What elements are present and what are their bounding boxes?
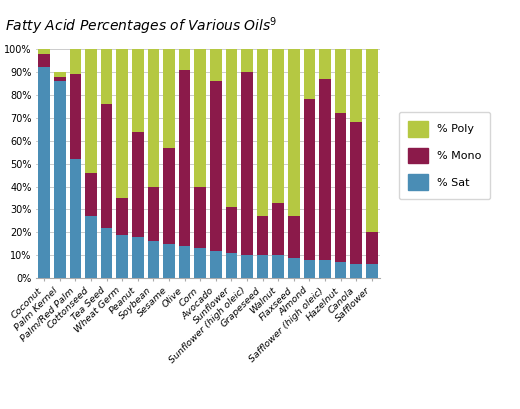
Text: Fatty Acid Percentages of Various Oils$^{9}$: Fatty Acid Percentages of Various Oils$^… (5, 15, 278, 37)
Bar (148, 187, 159, 241)
Bar (319, 260, 331, 278)
Bar (54, 72, 66, 76)
Bar (132, 237, 144, 278)
Bar (288, 216, 300, 258)
Bar (210, 81, 222, 251)
Bar (194, 187, 206, 248)
Bar (54, 81, 66, 278)
Bar (226, 49, 237, 207)
Bar (132, 49, 144, 132)
Bar (148, 241, 159, 278)
Bar (304, 99, 315, 260)
Bar (241, 49, 253, 72)
Bar (319, 79, 331, 260)
Bar (257, 255, 268, 278)
Bar (257, 49, 268, 216)
Bar (210, 49, 222, 81)
Bar (148, 49, 159, 187)
Bar (179, 49, 190, 70)
Bar (70, 49, 81, 74)
Bar (163, 244, 175, 278)
Legend: % Poly, % Mono, % Sat: % Poly, % Mono, % Sat (399, 112, 490, 199)
Bar (194, 49, 206, 187)
Bar (226, 207, 237, 253)
Bar (272, 49, 284, 202)
Bar (70, 74, 81, 159)
Bar (335, 262, 346, 278)
Bar (163, 49, 175, 148)
Bar (38, 54, 50, 67)
Bar (70, 159, 81, 278)
Bar (116, 235, 128, 278)
Bar (85, 216, 97, 278)
Bar (179, 70, 190, 246)
Bar (85, 173, 97, 216)
Bar (350, 264, 362, 278)
Bar (304, 49, 315, 99)
Bar (226, 253, 237, 278)
Bar (101, 49, 112, 104)
Bar (288, 258, 300, 278)
Bar (116, 49, 128, 198)
Bar (132, 132, 144, 237)
Bar (85, 49, 97, 173)
Bar (38, 67, 50, 278)
Bar (38, 49, 50, 54)
Bar (257, 216, 268, 255)
Bar (366, 232, 378, 264)
Bar (366, 264, 378, 278)
Bar (179, 246, 190, 278)
Bar (116, 198, 128, 235)
Bar (101, 228, 112, 278)
Bar (335, 113, 346, 262)
Bar (101, 104, 112, 228)
Bar (54, 76, 66, 81)
Bar (163, 148, 175, 244)
Bar (241, 72, 253, 255)
Bar (272, 202, 284, 255)
Bar (319, 49, 331, 79)
Bar (210, 251, 222, 278)
Bar (288, 49, 300, 216)
Bar (304, 260, 315, 278)
Bar (366, 49, 378, 232)
Bar (350, 49, 362, 122)
Bar (241, 255, 253, 278)
Bar (272, 255, 284, 278)
Bar (194, 248, 206, 278)
Bar (350, 122, 362, 264)
Bar (335, 49, 346, 113)
